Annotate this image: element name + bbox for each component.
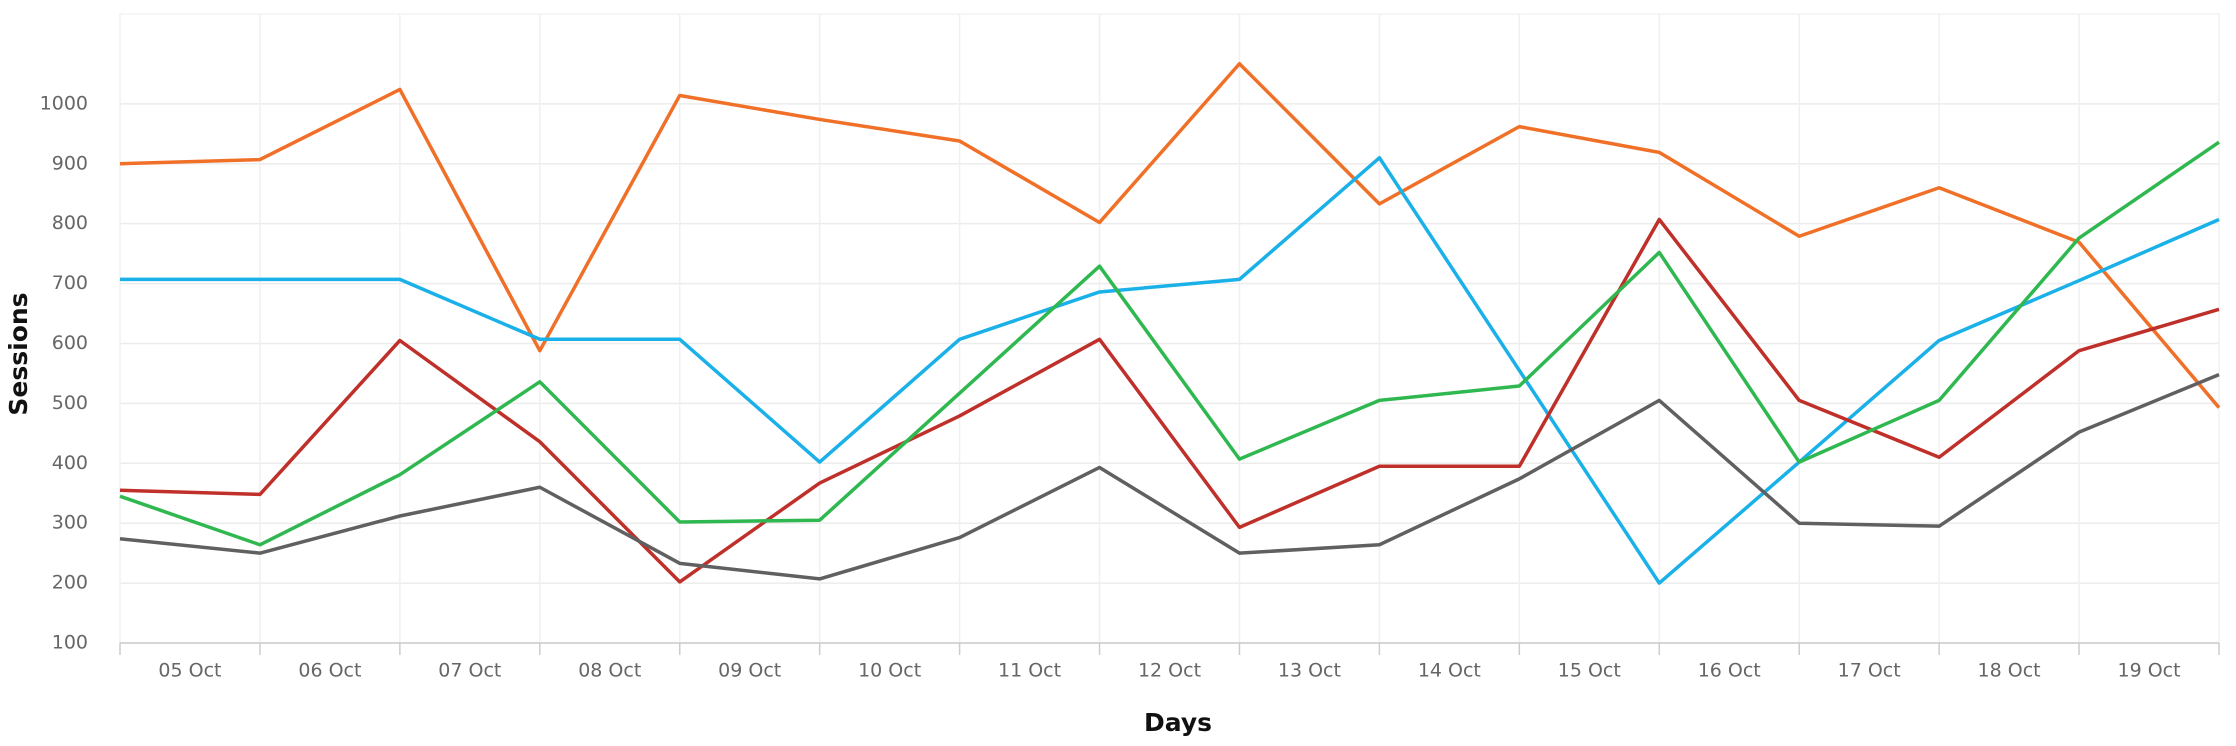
x-tick-label: 07 Oct — [438, 660, 501, 682]
y-tick-label: 1000 — [40, 92, 88, 114]
y-tick-label: 300 — [52, 512, 88, 534]
x-tick-label: 06 Oct — [298, 660, 361, 682]
x-tick-label: 12 Oct — [1138, 660, 1201, 682]
y-tick-label: 200 — [52, 572, 88, 594]
series-line — [119, 140, 2220, 547]
x-tick-label: 15 Oct — [1558, 660, 1621, 682]
y-tick-label: 600 — [52, 332, 88, 354]
y-tick-label: 900 — [52, 152, 88, 174]
series-line — [119, 373, 2220, 581]
y-tick-label: 100 — [52, 632, 88, 654]
x-tick-label: 13 Oct — [1278, 660, 1341, 682]
x-axis-title: Days — [1144, 708, 1212, 737]
series-line — [119, 217, 2220, 584]
x-tick-label: 18 Oct — [1978, 660, 2041, 682]
series-line — [119, 61, 2221, 409]
x-tick-label: 09 Oct — [718, 660, 781, 682]
x-tick-label: 08 Oct — [578, 660, 641, 682]
series-line — [120, 156, 2220, 585]
x-tick-label: 10 Oct — [858, 660, 921, 682]
y-tick-label: 500 — [52, 392, 88, 414]
x-tick-label: 19 Oct — [2117, 660, 2180, 682]
x-tick-label: 16 Oct — [1698, 660, 1761, 682]
x-tick-label: 14 Oct — [1418, 660, 1481, 682]
x-tick-label: 05 Oct — [158, 660, 221, 682]
y-axis-title: Sessions — [4, 292, 33, 415]
x-tick-label: 17 Oct — [1838, 660, 1901, 682]
y-tick-label: 700 — [52, 272, 88, 294]
x-tick-label: 11 Oct — [998, 660, 1061, 682]
plot-area — [119, 13, 2220, 644]
y-tick-label: 800 — [52, 212, 88, 234]
y-tick-label: 400 — [52, 452, 88, 474]
